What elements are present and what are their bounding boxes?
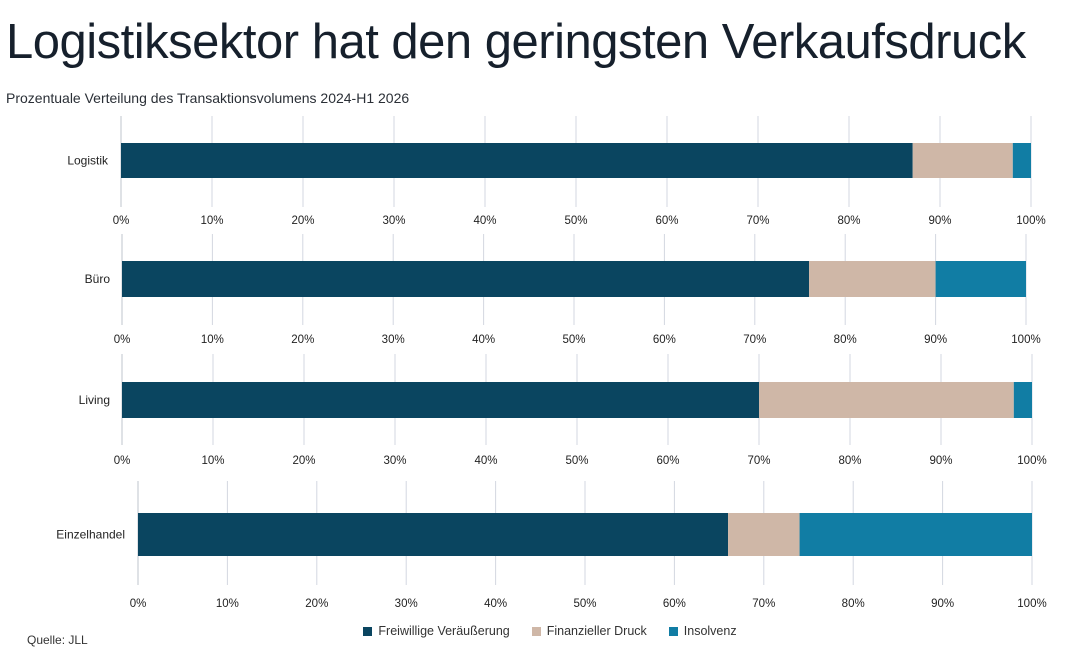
bar-einzelhandel-insolvenz: [799, 513, 1032, 556]
category-label-einzelhandel: Einzelhandel: [56, 528, 125, 542]
tick-label-einzelhandel-0: 0%: [130, 598, 147, 610]
tick-label-einzelhandel-6: 60%: [663, 598, 686, 610]
category-label-living: Living: [79, 393, 110, 407]
tick-label-logistik-4: 40%: [473, 215, 496, 227]
bar-living-finanziell: [759, 382, 1014, 418]
tick-label-living-2: 20%: [292, 455, 315, 467]
tick-label-living-3: 30%: [383, 455, 406, 467]
tick-label-büro-3: 30%: [382, 334, 405, 346]
legend-swatch-freiwillig: [363, 626, 373, 636]
tick-label-büro-1: 10%: [201, 334, 224, 346]
tick-label-einzelhandel-8: 80%: [842, 598, 865, 610]
tick-label-einzelhandel-4: 40%: [484, 598, 507, 610]
bar-einzelhandel-freiwillig: [138, 513, 729, 556]
bar-logistik-finanziell: [912, 143, 1013, 178]
tick-label-büro-8: 80%: [834, 334, 857, 346]
bar-living-insolvenz: [1013, 382, 1032, 418]
tick-label-logistik-7: 70%: [746, 215, 769, 227]
tick-label-living-6: 60%: [656, 455, 679, 467]
tick-label-büro-5: 50%: [562, 334, 585, 346]
tick-label-einzelhandel-7: 70%: [752, 598, 775, 610]
tick-label-büro-9: 90%: [924, 334, 947, 346]
source-note: Quelle: JLL: [27, 633, 88, 647]
bar-living-freiwillig: [122, 382, 759, 418]
chart-title: Logistiksektor hat den geringsten Verkau…: [6, 15, 1026, 69]
tick-label-logistik-3: 30%: [382, 215, 405, 227]
chart-subtitle: Prozentuale Verteilung des Transaktionsv…: [6, 90, 410, 106]
tick-label-logistik-1: 10%: [200, 215, 223, 227]
tick-label-living-10: 100%: [1017, 455, 1046, 467]
tick-label-büro-7: 70%: [743, 334, 766, 346]
tick-label-living-5: 50%: [565, 455, 588, 467]
legend-item-freiwillig: Freiwillige Veräußerung: [363, 624, 510, 638]
bar-logistik-freiwillig: [121, 143, 913, 178]
legend-item-finanziell: Finanzieller Druck: [531, 624, 647, 638]
tick-label-büro-6: 60%: [653, 334, 676, 346]
tick-label-büro-10: 100%: [1011, 334, 1040, 346]
legend-swatch-insolvenz: [668, 626, 678, 636]
tick-label-living-4: 40%: [474, 455, 497, 467]
bar-büro-freiwillig: [122, 261, 810, 297]
tick-label-living-7: 70%: [747, 455, 770, 467]
chart-legend: Freiwillige Veräußerung Finanzieller Dru…: [0, 624, 1080, 638]
tick-label-logistik-9: 90%: [928, 215, 951, 227]
legend-label-insolvenz: Insolvenz: [683, 624, 737, 638]
tick-label-logistik-8: 80%: [837, 215, 860, 227]
tick-label-büro-2: 20%: [291, 334, 314, 346]
tick-label-logistik-5: 50%: [564, 215, 587, 227]
bar-büro-finanziell: [809, 261, 936, 297]
legend-swatch-finanziell: [531, 626, 541, 636]
tick-label-living-8: 80%: [838, 455, 861, 467]
tick-label-living-1: 10%: [201, 455, 224, 467]
tick-label-logistik-2: 20%: [291, 215, 314, 227]
tick-label-einzelhandel-10: 100%: [1017, 598, 1046, 610]
legend-label-freiwillig: Freiwillige Veräußerung: [378, 624, 510, 638]
tick-label-einzelhandel-2: 20%: [305, 598, 328, 610]
tick-label-logistik-10: 100%: [1016, 215, 1045, 227]
tick-label-büro-4: 40%: [472, 334, 495, 346]
tick-label-living-9: 90%: [929, 455, 952, 467]
bar-einzelhandel-finanziell: [728, 513, 800, 556]
tick-label-einzelhandel-1: 10%: [216, 598, 239, 610]
legend-label-finanziell: Finanzieller Druck: [546, 624, 647, 638]
tick-label-einzelhandel-9: 90%: [931, 598, 954, 610]
bar-büro-insolvenz: [935, 261, 1026, 297]
bar-logistik-insolvenz: [1012, 143, 1031, 178]
tick-label-logistik-0: 0%: [113, 215, 130, 227]
category-label-logistik: Logistik: [67, 154, 109, 168]
tick-label-living-0: 0%: [114, 455, 131, 467]
tick-label-einzelhandel-5: 50%: [573, 598, 596, 610]
category-label-büro: Büro: [85, 272, 111, 286]
tick-label-einzelhandel-3: 30%: [395, 598, 418, 610]
legend-item-insolvenz: Insolvenz: [668, 624, 737, 638]
tick-label-büro-0: 0%: [114, 334, 131, 346]
tick-label-logistik-6: 60%: [655, 215, 678, 227]
